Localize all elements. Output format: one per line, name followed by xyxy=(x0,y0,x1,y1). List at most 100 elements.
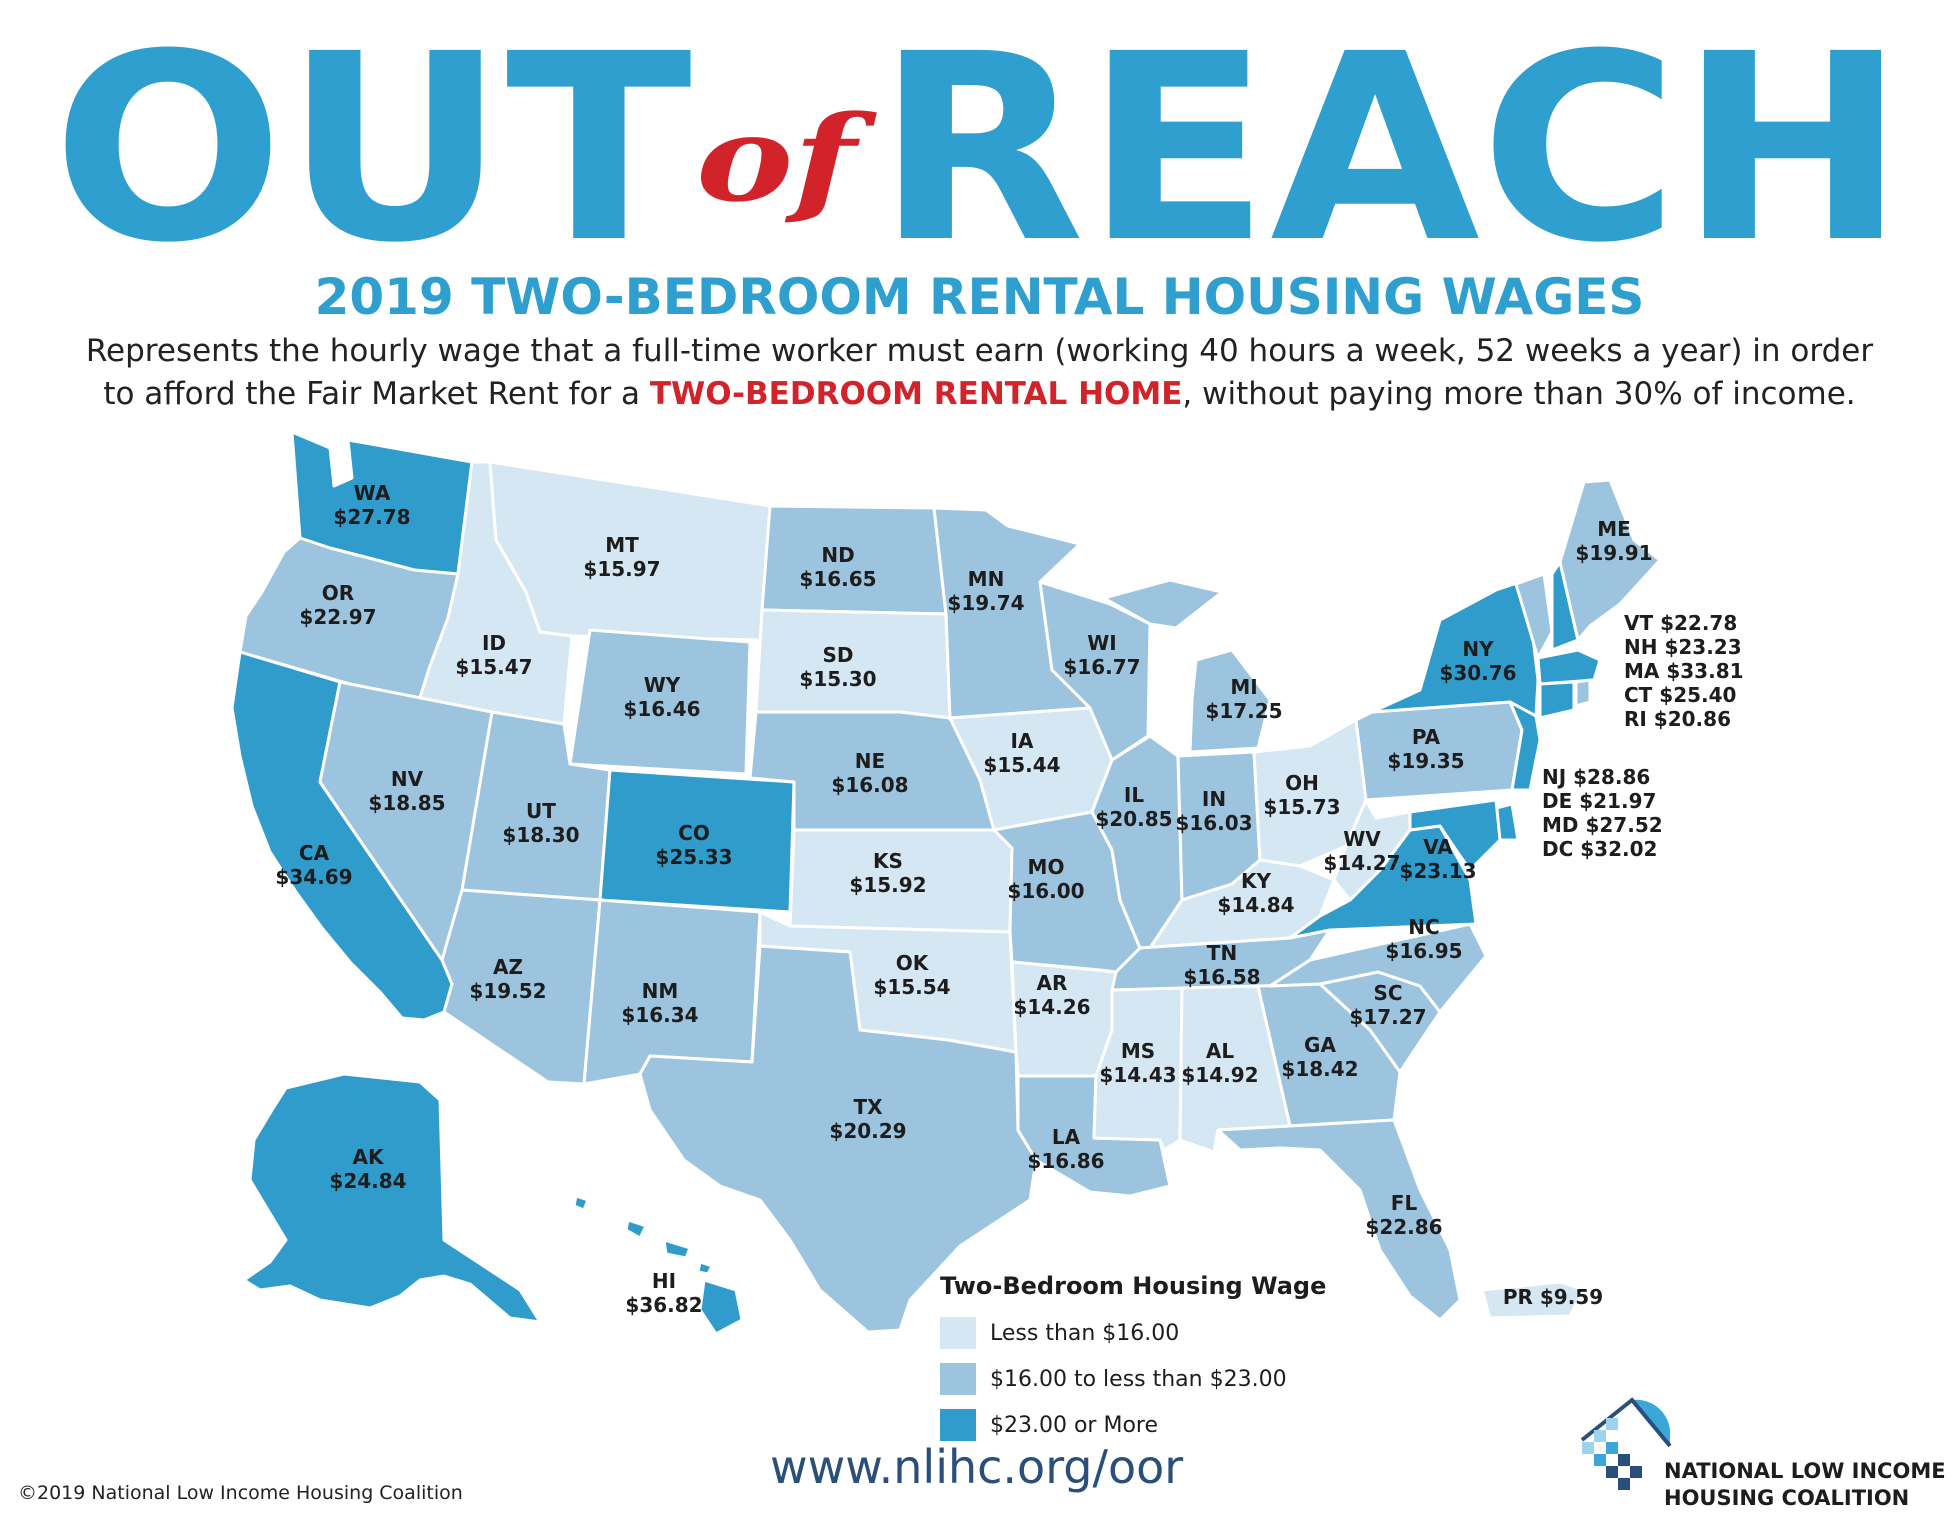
label-oh-abbr: OH xyxy=(1285,771,1319,795)
label-mi-abbr: MI xyxy=(1230,675,1257,699)
label-mi-wage: $17.25 xyxy=(1205,699,1282,723)
state-nc[interactable] xyxy=(1268,922,1488,1014)
label-nv-wage: $18.85 xyxy=(368,791,445,815)
label-ok-wage: $15.54 xyxy=(873,975,950,999)
label-ga-abbr: GA xyxy=(1304,1033,1336,1057)
label-nh: NH $23.23 xyxy=(1624,635,1742,659)
label-il-wage: $20.85 xyxy=(1095,807,1172,831)
label-sd-wage: $15.30 xyxy=(799,667,876,691)
label-in-abbr: IN xyxy=(1202,787,1226,811)
label-ga-wage: $18.42 xyxy=(1281,1057,1358,1081)
label-nc-abbr: NC xyxy=(1408,915,1439,939)
label-az-wage: $19.52 xyxy=(469,979,546,1003)
label-nm-wage: $16.34 xyxy=(621,1003,698,1027)
org-name-line-2: HOUSING COALITION xyxy=(1664,1486,1910,1510)
label-la-wage: $16.86 xyxy=(1027,1149,1104,1173)
label-mo-abbr: MO xyxy=(1028,855,1065,879)
label-or-abbr: OR xyxy=(322,581,354,605)
label-il-abbr: IL xyxy=(1124,783,1144,807)
legend-item-low: Less than $16.00 xyxy=(940,1316,1179,1350)
label-al-wage: $14.92 xyxy=(1181,1063,1258,1087)
nlihc-logo xyxy=(1580,1397,1672,1490)
state-nj[interactable] xyxy=(1508,700,1542,792)
state-shapes xyxy=(230,430,1662,1336)
label-ma: MA $33.81 xyxy=(1624,659,1744,683)
label-nc-wage: $16.95 xyxy=(1385,939,1462,963)
description-line-1: Represents the hourly wage that a full-t… xyxy=(85,333,1874,369)
description-post: , without paying more than 30% of income… xyxy=(1182,376,1856,412)
label-sc-wage: $17.27 xyxy=(1349,1005,1426,1029)
state-ri[interactable] xyxy=(1574,678,1592,708)
state-pr[interactable] xyxy=(1480,1280,1586,1320)
description-line-2: to afford the Fair Market Rent for a TWO… xyxy=(60,373,1899,416)
state-fl[interactable] xyxy=(1216,1118,1462,1322)
label-ny-wage: $30.76 xyxy=(1439,661,1516,685)
label-mn-wage: $19.74 xyxy=(947,591,1024,615)
label-sc-abbr: SC xyxy=(1373,981,1402,1005)
state-hi[interactable] xyxy=(572,1194,744,1336)
legend-swatch-mid xyxy=(940,1363,976,1395)
us-map: WA $27.78 OR $22.97 CA $34.69 ID $15.47 … xyxy=(230,430,1744,1336)
label-id-wage: $15.47 xyxy=(455,655,532,679)
legend-label-low: Less than $16.00 xyxy=(990,1320,1180,1346)
label-ia-abbr: IA xyxy=(1011,729,1034,753)
label-hi-abbr: HI xyxy=(652,1269,676,1293)
label-ut-wage: $18.30 xyxy=(502,823,579,847)
label-va-wage: $23.13 xyxy=(1399,859,1476,883)
state-me[interactable] xyxy=(1558,478,1662,642)
label-ky-wage: $14.84 xyxy=(1217,893,1294,917)
label-de: DE $21.97 xyxy=(1542,789,1656,813)
label-nv-abbr: NV xyxy=(391,767,424,791)
description-pre: to afford the Fair Market Rent for a xyxy=(103,376,650,412)
label-hi-wage: $36.82 xyxy=(625,1293,702,1317)
legend-swatch-low xyxy=(940,1317,976,1349)
description: Represents the hourly wage that a full-t… xyxy=(60,330,1899,416)
label-ca-wage: $34.69 xyxy=(275,865,352,889)
label-pa-abbr: PA xyxy=(1412,725,1441,749)
label-id-abbr: ID xyxy=(482,631,506,655)
legend-swatch-high xyxy=(940,1409,976,1441)
label-nm-abbr: NM xyxy=(642,979,679,1003)
label-ar-wage: $14.26 xyxy=(1013,995,1090,1019)
copyright: ©2019 National Low Income Housing Coalit… xyxy=(18,1482,463,1504)
label-ct: CT $25.40 xyxy=(1624,683,1736,707)
label-mn-abbr: MN xyxy=(968,567,1005,591)
label-pa-wage: $19.35 xyxy=(1387,749,1464,773)
state-md[interactable] xyxy=(1408,798,1502,872)
label-nd-abbr: ND xyxy=(821,543,854,567)
label-wy-abbr: WY xyxy=(644,673,681,697)
state-ma[interactable] xyxy=(1536,648,1602,686)
label-ia-wage: $15.44 xyxy=(983,753,1060,777)
label-ut-abbr: UT xyxy=(526,799,556,823)
state-wy[interactable] xyxy=(568,628,752,776)
label-me-abbr: ME xyxy=(1597,517,1631,541)
label-al-abbr: AL xyxy=(1206,1039,1234,1063)
label-or-wage: $22.97 xyxy=(299,605,376,629)
label-fl-abbr: FL xyxy=(1391,1191,1418,1215)
label-sd-abbr: SD xyxy=(822,643,853,667)
label-ms-wage: $14.43 xyxy=(1099,1063,1176,1087)
label-wv-wage: $14.27 xyxy=(1323,851,1400,875)
label-co-wage: $25.33 xyxy=(655,845,732,869)
northeast-list: VT $22.78 NH $23.23 MA $33.81 CT $25.40 … xyxy=(1624,611,1744,731)
state-ak[interactable] xyxy=(242,1072,542,1324)
state-ct[interactable] xyxy=(1538,680,1576,720)
label-ca-abbr: CA xyxy=(299,841,330,865)
label-ms-abbr: MS xyxy=(1121,1039,1155,1063)
label-ak-abbr: AK xyxy=(353,1145,385,1169)
midatlantic-list: NJ $28.86 DE $21.97 MD $27.52 DC $32.02 xyxy=(1542,765,1663,861)
state-tx[interactable] xyxy=(638,944,1038,1334)
label-la-abbr: LA xyxy=(1052,1125,1081,1149)
website-link[interactable]: www.nlihc.org/oor xyxy=(770,1440,1184,1494)
label-tx-abbr: TX xyxy=(853,1095,883,1119)
label-wv-abbr: WV xyxy=(1343,827,1381,851)
state-mi[interactable] xyxy=(1102,578,1272,754)
legend-label-high: $23.00 or More xyxy=(990,1412,1159,1438)
label-ks-abbr: KS xyxy=(873,849,903,873)
title-reach: REACH xyxy=(876,0,1906,280)
title-out: OUT xyxy=(52,0,693,280)
legend-item-mid: $16.00 to less than $23.00 xyxy=(940,1362,1287,1396)
label-md: MD $27.52 xyxy=(1542,813,1663,837)
org-name-line-1: NATIONAL LOW INCOME xyxy=(1664,1459,1946,1483)
label-wa-wage: $27.78 xyxy=(333,505,410,529)
